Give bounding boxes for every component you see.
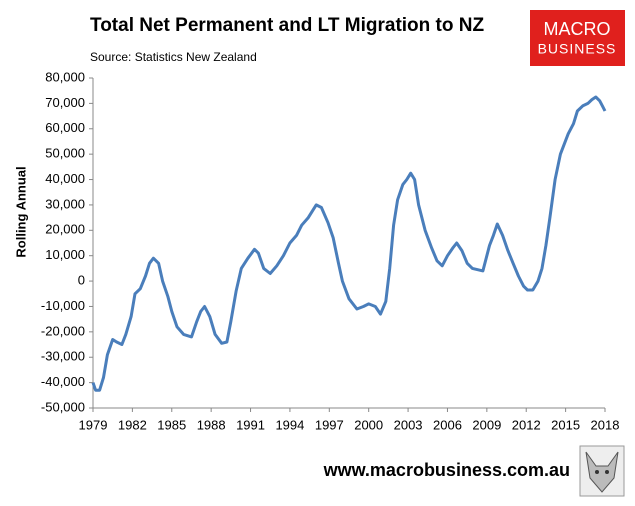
y-tick-label: 20,000: [45, 222, 85, 237]
x-tick-label: 2000: [354, 417, 383, 432]
y-tick-label: -50,000: [41, 399, 85, 414]
x-tick-label: 2006: [433, 417, 462, 432]
y-tick-label: 0: [78, 273, 85, 288]
y-tick-label: -40,000: [41, 374, 85, 389]
y-tick-label: -10,000: [41, 298, 85, 313]
y-tick-label: 30,000: [45, 196, 85, 211]
chart-subtitle: Source: Statistics New Zealand: [90, 50, 257, 64]
x-tick-label: 2003: [394, 417, 423, 432]
y-tick-label: 10,000: [45, 247, 85, 262]
logo: [530, 10, 625, 66]
x-tick-label: 2015: [551, 417, 580, 432]
y-tick-label: 50,000: [45, 146, 85, 161]
y-axis-label: Rolling Annual: [13, 166, 28, 257]
x-tick-label: 1988: [197, 417, 226, 432]
x-tick-label: 1991: [236, 417, 265, 432]
y-tick-label: 80,000: [45, 69, 85, 84]
x-tick-label: 2009: [472, 417, 501, 432]
line-series: [91, 95, 607, 392]
x-tick-label: 1979: [79, 417, 108, 432]
x-tick-label: 2018: [591, 417, 620, 432]
wolf-icon: [579, 445, 625, 497]
y-tick-label: 40,000: [45, 171, 85, 186]
x-tick-label: 1985: [157, 417, 186, 432]
x-tick-label: 1982: [118, 417, 147, 432]
y-tick-label: 60,000: [45, 120, 85, 135]
x-tick-label: 1994: [275, 417, 304, 432]
footer: www.macrobusiness.com.au: [323, 460, 570, 480]
x-tick-label: 1997: [315, 417, 344, 432]
y-tick-label: 70,000: [45, 95, 85, 110]
y-tick-label: -20,000: [41, 323, 85, 338]
y-tick-label: -30,000: [41, 349, 85, 364]
x-tick-label: 2012: [512, 417, 541, 432]
chart-title: Total Net Permanent and LT Migration to …: [90, 15, 484, 36]
logo-text: MACRO: [544, 19, 611, 39]
logo-text: BUSINESS: [538, 41, 617, 57]
